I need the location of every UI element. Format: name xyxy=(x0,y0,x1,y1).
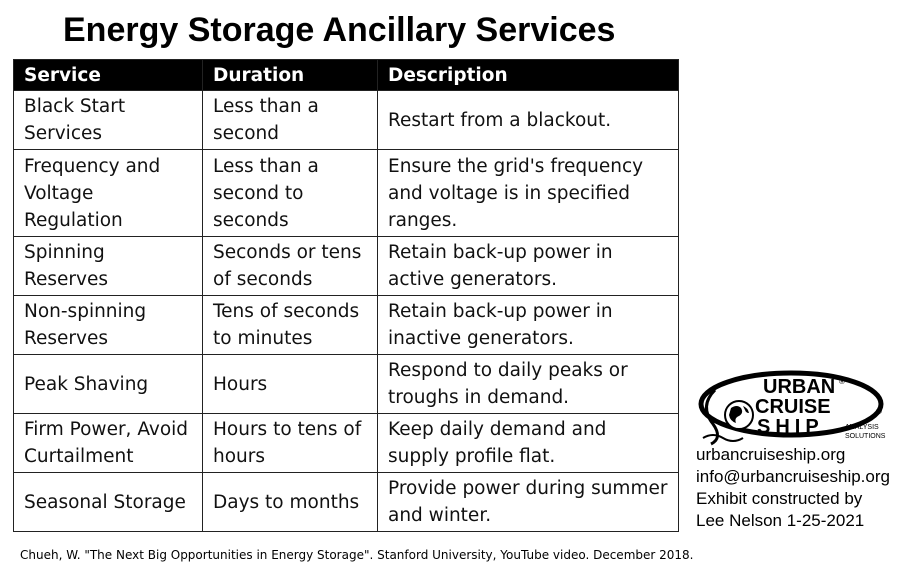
ancillary-services-table: Service Duration Description Black Start… xyxy=(13,59,679,532)
table-row: Spinning Reserves Seconds or tens of sec… xyxy=(13,236,679,296)
logo-line-urban: URBAN xyxy=(763,376,835,398)
urban-cruise-ship-logo: URBAN ® CRUISE SHIP ANALYSIS SOLUTIONS © xyxy=(698,370,886,446)
logo-copyright-mark: © xyxy=(876,407,882,416)
credit-text: Exhibit constructed by xyxy=(696,489,863,508)
service-cell: Spinning Reserves xyxy=(13,236,203,296)
table-row: Black Start Services Less than a second … xyxy=(13,90,679,150)
email-text: info@urbancruiseship.org xyxy=(696,467,890,486)
service-cell: Seasonal Storage xyxy=(13,472,203,532)
description-cell: Retain back-up power in active generator… xyxy=(377,236,679,296)
service-cell: Firm Power, Avoid Curtailment xyxy=(13,413,203,473)
description-cell: Keep daily demand and supply profile fla… xyxy=(377,413,679,473)
duration-cell: Less than a second xyxy=(202,90,378,150)
service-cell: Frequency and Voltage Regulation xyxy=(13,149,203,237)
duration-cell: Seconds or tens of seconds xyxy=(202,236,378,296)
logo-tagline-analysis: ANALYSIS xyxy=(845,424,879,431)
duration-cell: Less than a second to seconds xyxy=(202,149,378,237)
globe-continent xyxy=(729,406,743,423)
table-row: Seasonal Storage Days to months Provide … xyxy=(13,472,679,532)
duration-cell: Hours to tens of hours xyxy=(202,413,378,473)
author-date-text: Lee Nelson 1-25-2021 xyxy=(696,511,865,530)
column-header-service: Service xyxy=(13,59,203,91)
logo-tagline-solutions: SOLUTIONS xyxy=(845,433,886,440)
ship-stern-icon xyxy=(705,388,719,446)
column-header-duration: Duration xyxy=(202,59,378,91)
service-cell: Peak Shaving xyxy=(13,354,203,414)
table-row: Non-spinning Reserves Tens of seconds to… xyxy=(13,295,679,355)
contact-block: urbancruiseship.org info@urbancruiseship… xyxy=(696,444,890,532)
description-cell: Restart from a blackout. xyxy=(377,90,679,150)
globe-continent xyxy=(743,406,749,413)
website-text: urbancruiseship.org xyxy=(696,445,846,464)
logo-line-cruise: CRUISE xyxy=(755,396,831,418)
description-cell: Respond to daily peaks or troughs in dem… xyxy=(377,354,679,414)
service-cell: Black Start Services xyxy=(13,90,203,150)
description-cell: Retain back-up power in inactive generat… xyxy=(377,295,679,355)
page-title: Energy Storage Ancillary Services xyxy=(63,11,616,49)
table-header-row: Service Duration Description xyxy=(13,59,679,91)
duration-cell: Tens of seconds to minutes xyxy=(202,295,378,355)
column-header-description: Description xyxy=(377,59,679,91)
logo-line-ship: SHIP xyxy=(757,416,824,438)
source-citation: Chueh, W. "The Next Big Opportunities in… xyxy=(20,548,694,562)
logo-registered-mark: ® xyxy=(839,377,845,386)
duration-cell: Hours xyxy=(202,354,378,414)
table-row: Firm Power, Avoid Curtailment Hours to t… xyxy=(13,413,679,473)
logo-ring xyxy=(698,370,884,438)
description-cell: Provide power during summer and winter. xyxy=(377,472,679,532)
duration-cell: Days to months xyxy=(202,472,378,532)
table-row: Peak Shaving Hours Respond to daily peak… xyxy=(13,354,679,414)
service-cell: Non-spinning Reserves xyxy=(13,295,203,355)
table-row: Frequency and Voltage Regulation Less th… xyxy=(13,149,679,237)
ship-wave-icon xyxy=(702,434,744,442)
description-cell: Ensure the grid's frequency and voltage … xyxy=(377,149,679,237)
